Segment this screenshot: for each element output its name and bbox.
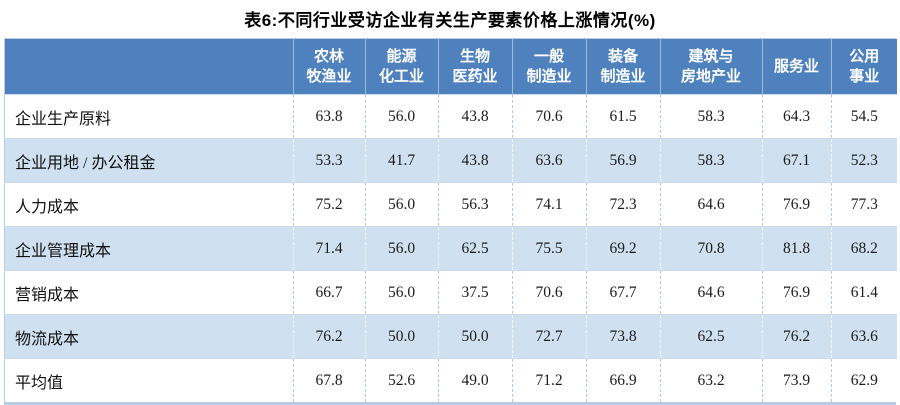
column-header-biopharma: 生物 医药业 xyxy=(437,39,512,95)
column-header-equipment-manufacturing: 装备 制造业 xyxy=(585,39,660,95)
column-header-general-manufacturing: 一般 制造业 xyxy=(511,39,586,95)
table-cell: 56.9 xyxy=(585,138,660,183)
table-cell: 54.5 xyxy=(830,94,897,139)
table-cell: 76.9 xyxy=(761,182,831,227)
table-cell: 56.0 xyxy=(364,270,438,315)
table-cell: 63.8 xyxy=(292,94,365,139)
row-label: 物流成本 xyxy=(5,314,293,359)
table-cell: 64.3 xyxy=(761,94,831,139)
table-cell: 61.4 xyxy=(830,270,897,315)
table-cell: 63.2 xyxy=(659,358,762,402)
table-cell: 62.5 xyxy=(437,226,512,271)
table-cell: 71.4 xyxy=(292,226,365,271)
table-cell: 67.7 xyxy=(585,270,660,315)
table-cell: 72.3 xyxy=(585,182,660,227)
table-caption: 表6:不同行业受访企业有关生产要素价格上涨情况(%) xyxy=(244,11,656,30)
table-cell: 70.8 xyxy=(659,226,762,271)
table-cell: 37.5 xyxy=(437,270,512,315)
table-cell: 43.8 xyxy=(437,138,512,183)
column-header-utilities: 公用 事业 xyxy=(830,39,897,95)
table-row: 物流成本 76.2 50.0 50.0 72.7 73.8 62.5 76.2 … xyxy=(5,314,897,359)
table-cell: 66.9 xyxy=(585,358,660,402)
table-cell: 73.9 xyxy=(761,358,831,402)
table-cell: 67.8 xyxy=(292,358,365,402)
table-cell: 49.0 xyxy=(437,358,512,402)
row-label: 企业用地 / 办公租金 xyxy=(5,138,293,183)
table-cell: 73.8 xyxy=(585,314,660,359)
row-label: 企业管理成本 xyxy=(5,226,293,271)
table-cell: 56.3 xyxy=(437,182,512,227)
table-cell: 58.3 xyxy=(659,138,762,183)
table-cell: 70.6 xyxy=(511,270,586,315)
table-cell: 62.5 xyxy=(659,314,762,359)
table-row: 企业管理成本 71.4 56.0 62.5 75.5 69.2 70.8 81.… xyxy=(5,226,897,271)
data-table-container: 农林 牧渔业 能源 化工业 生物 医药业 一般 制造业 装备 制造业 建筑与 房… xyxy=(4,38,897,405)
table-cell: 68.2 xyxy=(830,226,897,271)
table-cell: 64.6 xyxy=(659,182,762,227)
column-header-energy-chemical: 能源 化工业 xyxy=(364,39,438,95)
table-cell: 52.6 xyxy=(364,358,438,402)
industry-price-table: 农林 牧渔业 能源 化工业 生物 医药业 一般 制造业 装备 制造业 建筑与 房… xyxy=(5,39,897,402)
table-row: 人力成本 75.2 56.0 56.3 74.1 72.3 64.6 76.9 … xyxy=(5,182,897,227)
column-header-services: 服务业 xyxy=(761,39,831,95)
table-cell: 43.8 xyxy=(437,94,512,139)
corner-cell xyxy=(5,39,293,95)
table-cell: 76.9 xyxy=(761,270,831,315)
table-cell: 41.7 xyxy=(364,138,438,183)
table-cell: 74.1 xyxy=(511,182,586,227)
table-cell: 63.6 xyxy=(830,314,897,359)
table-row: 企业用地 / 办公租金 53.3 41.7 43.8 63.6 56.9 58.… xyxy=(5,138,897,183)
table-row: 企业生产原料 63.8 56.0 43.8 70.6 61.5 58.3 64.… xyxy=(5,94,897,139)
row-label: 平均值 xyxy=(5,358,293,402)
table-cell: 77.3 xyxy=(830,182,897,227)
table-cell: 56.0 xyxy=(364,94,438,139)
table-cell: 58.3 xyxy=(659,94,762,139)
row-label: 企业生产原料 xyxy=(5,94,293,139)
table-row: 营销成本 66.7 56.0 37.5 70.6 67.7 64.6 76.9 … xyxy=(5,270,897,315)
table-cell: 69.2 xyxy=(585,226,660,271)
table-cell: 52.3 xyxy=(830,138,897,183)
row-label: 营销成本 xyxy=(5,270,293,315)
table-cell: 64.6 xyxy=(659,270,762,315)
table-cell: 81.8 xyxy=(761,226,831,271)
table-cell: 66.7 xyxy=(292,270,365,315)
table-cell: 75.5 xyxy=(511,226,586,271)
table-cell: 53.3 xyxy=(292,138,365,183)
column-header-construction-realestate: 建筑与 房地产业 xyxy=(659,39,762,95)
table-cell: 50.0 xyxy=(437,314,512,359)
table-cell: 72.7 xyxy=(511,314,586,359)
table-cell: 56.0 xyxy=(364,226,438,271)
table-cell: 56.0 xyxy=(364,182,438,227)
table-cell: 75.2 xyxy=(292,182,365,227)
table-cell: 76.2 xyxy=(761,314,831,359)
row-label: 人力成本 xyxy=(5,182,293,227)
table-cell: 62.9 xyxy=(830,358,897,402)
table-cell: 71.2 xyxy=(511,358,586,402)
table-cell: 67.1 xyxy=(761,138,831,183)
table-cell: 50.0 xyxy=(364,314,438,359)
header-row: 农林 牧渔业 能源 化工业 生物 医药业 一般 制造业 装备 制造业 建筑与 房… xyxy=(5,39,897,95)
table-cell: 63.6 xyxy=(511,138,586,183)
column-header-agriculture: 农林 牧渔业 xyxy=(292,39,365,95)
table-row-average: 平均值 67.8 52.6 49.0 71.2 66.9 63.2 73.9 6… xyxy=(5,358,897,402)
table-cell: 61.5 xyxy=(585,94,660,139)
table-cell: 76.2 xyxy=(292,314,365,359)
table-cell: 70.6 xyxy=(511,94,586,139)
